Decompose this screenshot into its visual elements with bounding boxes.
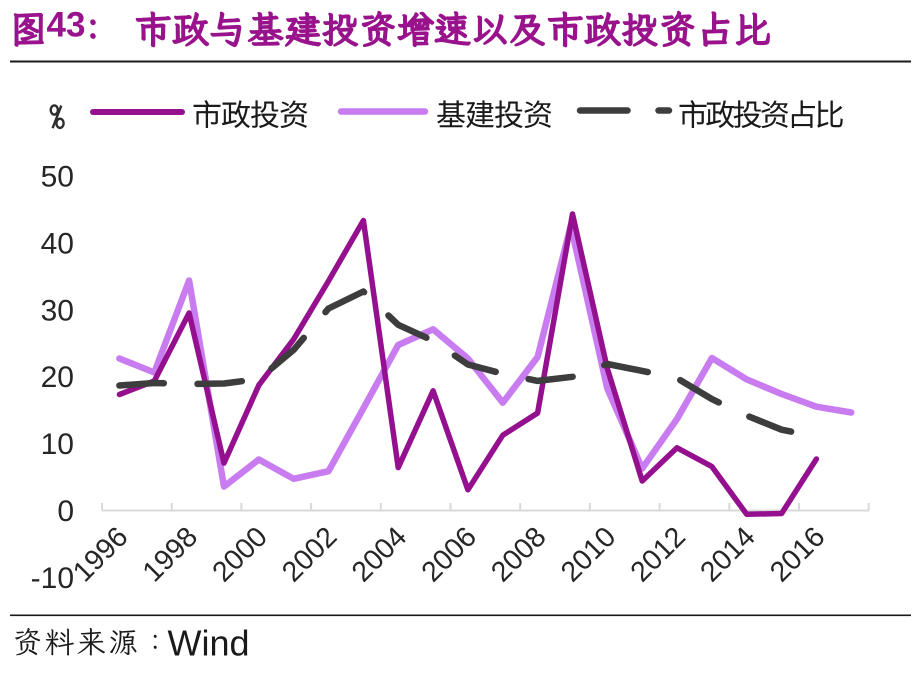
svg-text:20: 20 bbox=[41, 361, 74, 394]
svg-text:40: 40 bbox=[41, 227, 74, 260]
svg-text:30: 30 bbox=[41, 294, 74, 327]
svg-text:0: 0 bbox=[57, 495, 74, 528]
svg-text:10: 10 bbox=[41, 428, 74, 461]
svg-text:-10: -10 bbox=[31, 562, 74, 595]
svg-text:50: 50 bbox=[41, 161, 74, 194]
svg-text:43: 43 bbox=[47, 6, 86, 45]
svg-text:Wind: Wind bbox=[168, 623, 250, 664]
